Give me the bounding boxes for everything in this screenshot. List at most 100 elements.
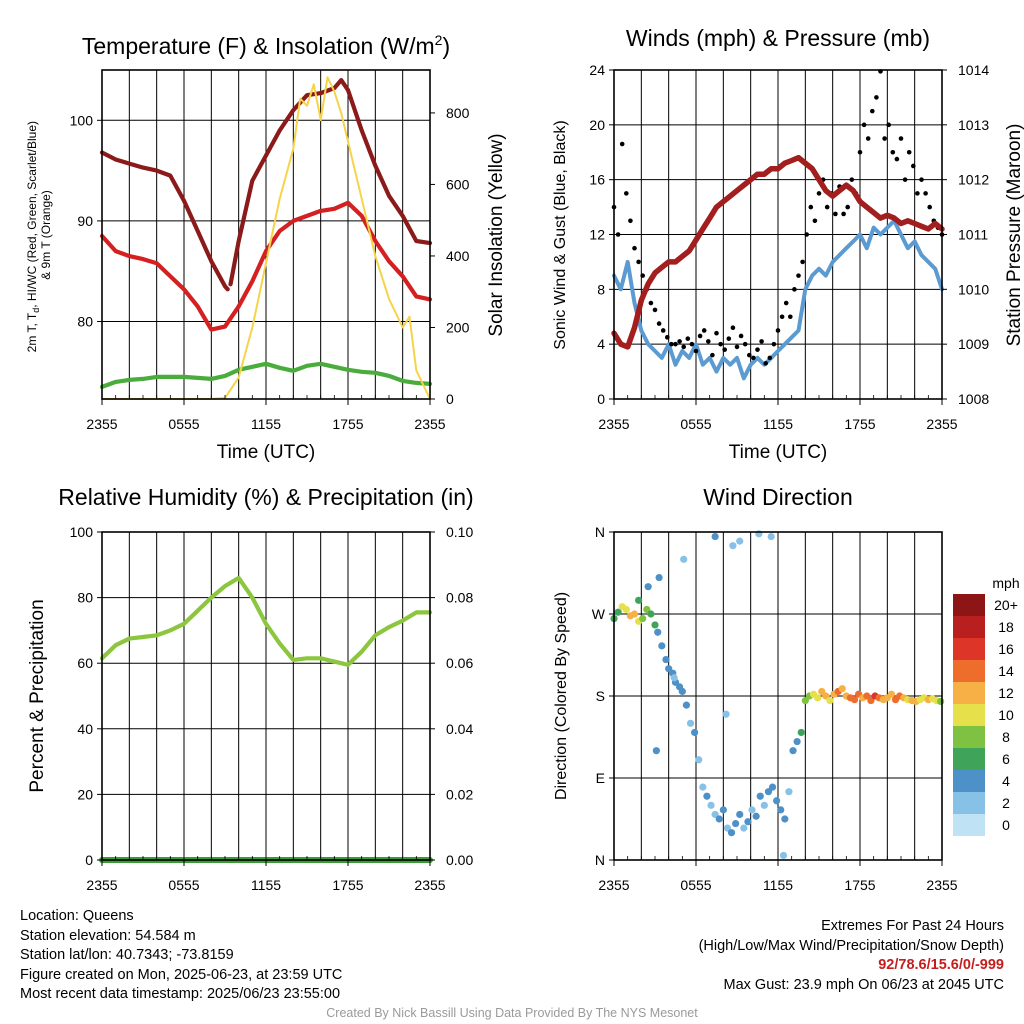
wind-y-right-tick-label: 1008 xyxy=(958,391,989,407)
temp-y-right-tick-label: 0 xyxy=(446,391,454,407)
wind-gust-point xyxy=(783,300,789,306)
colorbar-swatch xyxy=(953,726,985,748)
temp-y-right-tick-label: 200 xyxy=(446,319,470,335)
wind-gust-point xyxy=(833,211,838,217)
dir-y-tick-label: N xyxy=(595,852,605,868)
rh-y-tick-label: 100 xyxy=(70,524,94,540)
extremes-values: 92/78.6/15.6/0/-999 xyxy=(878,957,1004,973)
wind-y-tick-label: 0 xyxy=(597,391,605,407)
direction-point xyxy=(826,696,834,705)
wind-x-tick-label: 1755 xyxy=(844,416,875,432)
wind-gust-point xyxy=(906,149,912,155)
rh-y-tick-label: 40 xyxy=(77,721,93,737)
dir-x-tick-label: 0555 xyxy=(680,877,711,893)
wind-gust-point xyxy=(874,95,879,100)
dir-x-tick-label: 1155 xyxy=(763,877,793,893)
wind-gust-point xyxy=(796,273,801,278)
wind-gust-point xyxy=(771,341,777,347)
winds-panel: Winds (mph) & Pressure (mb) 2355 0555 1155… xyxy=(552,25,1024,463)
direction-point xyxy=(793,737,801,746)
wind-x-tick-label: 2355 xyxy=(926,416,957,432)
wind-gust-point xyxy=(706,339,711,344)
colorbar-label: 14 xyxy=(998,663,1014,679)
wind-gust-point xyxy=(656,321,662,326)
colorbar-swatch xyxy=(953,770,985,792)
direction-point xyxy=(658,642,666,650)
station-elevation: Station elevation: 54.584 m xyxy=(20,927,196,944)
rh-y-tick-label: 20 xyxy=(77,786,93,802)
direction-point xyxy=(655,573,663,582)
colorbar-label: 12 xyxy=(998,685,1014,701)
wind-gust-point xyxy=(804,232,809,237)
wind-x-tick-label: 0555 xyxy=(680,416,711,432)
direction-point xyxy=(777,806,785,814)
colorbar-unit-label: mph xyxy=(992,575,1019,591)
direction-point xyxy=(614,608,622,616)
credit-line: Created By Nick Bassill Using Data Provi… xyxy=(326,1006,698,1020)
wind-gust-point xyxy=(857,149,863,155)
figure-created: Figure created on Mon, 2025-06-23, at 23… xyxy=(20,966,343,983)
wind-gust-point xyxy=(681,344,686,350)
wind-gust-point xyxy=(919,177,924,182)
direction-point xyxy=(785,788,793,796)
extremes-subheading: (High/Low/Max Wind/Precipitation/Snow De… xyxy=(698,937,1004,954)
direction-point xyxy=(630,610,639,618)
direction-title: Wind Direction xyxy=(703,484,853,510)
wind-gust-point xyxy=(742,341,748,347)
colorbar-label: 10 xyxy=(998,707,1014,723)
wind-gust-point xyxy=(677,339,682,344)
rh-y-right-tick-label: 0.10 xyxy=(446,524,473,540)
temperature-title: Temperature (F) & Insolation (W/m2) xyxy=(82,32,450,59)
rh-x-tick-label: 0555 xyxy=(168,877,199,893)
wind-gust-point xyxy=(652,307,658,313)
temperature-y-label-right: Solar Insolation (Yellow) xyxy=(486,133,507,336)
humidity-plot-area: 2355 0555 1155 1755 2355 0 20 40 60 80 100 0.00 0.02… xyxy=(70,524,474,893)
wind-gust-point xyxy=(718,341,723,347)
temp-x-tick-label: 0555 xyxy=(168,416,199,432)
rh-y-tick-label: 0 xyxy=(85,852,93,868)
colorbar-swatch xyxy=(953,748,985,770)
wind-gust-point xyxy=(701,328,707,333)
wind-gust-point xyxy=(902,177,908,182)
direction-point xyxy=(686,719,695,727)
wind-gust-point xyxy=(714,330,719,336)
direction-point xyxy=(711,532,719,541)
wind-gust-point xyxy=(640,273,645,278)
extremes-info: Extremes For Past 24 Hours (High/Low/Max… xyxy=(699,917,1004,995)
max-gust: Max Gust: 23.9 mph On 06/23 at 2045 UTC xyxy=(723,976,1004,993)
direction-point xyxy=(707,801,715,809)
direction-point xyxy=(662,655,670,664)
temp-y-right-tick-label: 600 xyxy=(446,176,470,192)
rh-y-right-tick-label: 0.02 xyxy=(446,786,473,802)
wind-gust-point xyxy=(624,191,629,196)
direction-point xyxy=(748,806,756,814)
wind-y-right-tick-label: 1010 xyxy=(958,281,989,297)
temp-x-tick-label: 1755 xyxy=(332,416,363,432)
colorbar-label: 16 xyxy=(998,641,1014,657)
rh-y-tick-label: 60 xyxy=(77,655,93,671)
direction-point xyxy=(670,674,678,682)
wind-gust-point xyxy=(689,341,695,347)
direction-point xyxy=(732,819,740,828)
wind-gust-point xyxy=(898,136,904,141)
colorbar-label: 4 xyxy=(1002,773,1010,789)
wind-y-right-tick-label: 1014 xyxy=(958,62,989,78)
wind-gust-point xyxy=(759,339,764,344)
temp-series-1-line xyxy=(99,200,433,332)
direction-point xyxy=(651,621,659,629)
wind-gust-point xyxy=(812,218,818,224)
wind-gust-point xyxy=(788,314,793,320)
temperature-plot-area: 2355 0555 1155 1755 2355 80 90 100 0 200 400 600 800 xyxy=(70,69,470,432)
rh-x-tick-label: 2355 xyxy=(86,877,117,893)
station-latlon: Station lat/lon: 40.7343; -73.8159 xyxy=(20,947,234,963)
wind-gust-point xyxy=(886,122,891,128)
direction-point xyxy=(887,690,896,698)
rh-y-right-tick-label: 0.08 xyxy=(446,590,473,606)
wind-gust-point xyxy=(845,204,850,210)
rh-y-right-tick-label: 0.00 xyxy=(446,852,473,868)
wind-gust-point xyxy=(665,335,670,340)
wind-gust-point xyxy=(779,314,785,320)
direction-point xyxy=(652,747,660,755)
wind-y-tick-label: 16 xyxy=(589,172,605,188)
